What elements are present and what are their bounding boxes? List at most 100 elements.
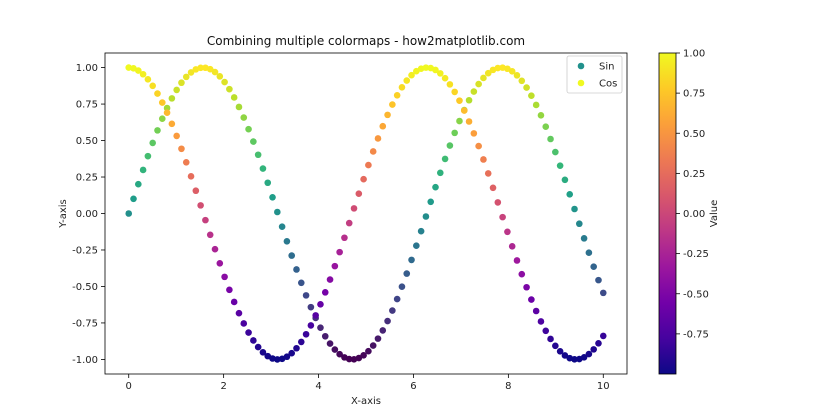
point-sin (566, 191, 574, 198)
point-sin (226, 85, 233, 93)
point-cos (317, 301, 324, 308)
colorbar-tick-label: 0.50 (683, 129, 705, 140)
point-cos (345, 219, 353, 227)
point-cos (446, 81, 454, 88)
point-sin (446, 142, 454, 149)
point-cos (274, 356, 281, 363)
point-sin (374, 335, 382, 342)
point-cos (240, 320, 248, 327)
point-cos (369, 148, 377, 155)
x-tick-label: 6 (410, 381, 416, 392)
point-sin (302, 292, 310, 299)
point-cos (331, 262, 339, 270)
point-cos (182, 158, 190, 166)
point-cos (484, 170, 492, 177)
point-cos (154, 90, 161, 97)
point-cos (173, 132, 180, 140)
point-sin (436, 169, 444, 177)
point-sin (571, 205, 578, 213)
point-cos (398, 83, 406, 91)
point-sin (379, 327, 387, 334)
point-cos (341, 234, 348, 242)
point-sin (537, 112, 545, 119)
point-sin (297, 279, 305, 287)
point-cos (528, 296, 535, 303)
point-cos (379, 122, 387, 130)
point-cos (571, 356, 578, 363)
point-sin (173, 86, 180, 94)
point-cos (504, 228, 511, 236)
point-sin (321, 332, 329, 340)
point-cos (192, 187, 200, 195)
point-sin (432, 183, 439, 191)
point-sin (528, 92, 535, 99)
point-cos (489, 184, 497, 192)
point-sin (345, 355, 353, 363)
legend-label-sin: Sin (599, 62, 614, 73)
point-cos (158, 99, 166, 106)
point-sin (149, 139, 156, 147)
point-cos (283, 353, 291, 361)
point-cos (254, 343, 262, 351)
colorbar-tick-label: -0.75 (683, 329, 709, 340)
point-sin (456, 117, 463, 125)
point-cos (163, 109, 171, 116)
point-cos (297, 338, 305, 346)
point-sin (389, 307, 396, 314)
point-sin (413, 242, 420, 250)
y-tick-label: 0.50 (76, 136, 98, 147)
x-tick-label: 4 (315, 381, 321, 392)
point-cos (585, 350, 593, 358)
point-sin (139, 166, 147, 174)
point-sin (278, 223, 286, 231)
point-sin (182, 73, 190, 81)
chart-title: Combining multiple colormaps - how2matpl… (207, 34, 525, 48)
point-sin (576, 220, 583, 228)
point-cos (216, 260, 224, 267)
point-sin (384, 317, 391, 325)
point-cos (144, 76, 152, 83)
colorbar-gradient (658, 52, 677, 375)
point-cos (321, 289, 329, 296)
point-cos (360, 175, 367, 183)
colorbar-tick-label: 0.25 (683, 169, 705, 180)
point-sin (470, 88, 478, 95)
point-sin (125, 210, 133, 217)
point-sin (508, 68, 516, 75)
point-sin (393, 295, 401, 303)
point-sin (274, 208, 281, 216)
colorbar: -0.75 -0.50 -0.25 0.00 0.25 0.50 0.75 1.00 (658, 49, 709, 375)
colorbar-tick-label: -0.50 (683, 289, 709, 300)
colorbar-tick-label: 0.00 (683, 209, 705, 220)
point-sin (369, 342, 377, 349)
point-sin (556, 162, 564, 169)
point-sin (441, 155, 449, 163)
point-cos (250, 337, 257, 344)
point-cos (336, 248, 343, 256)
point-sin (245, 125, 252, 133)
point-cos (197, 202, 204, 209)
point-sin (235, 103, 243, 111)
point-sin (547, 135, 554, 143)
y-axis-label: Y-axis (58, 199, 69, 229)
point-sin (475, 80, 482, 88)
point-sin (307, 303, 315, 311)
point-sin (355, 354, 363, 362)
y-tick-label: -1.00 (72, 355, 98, 366)
point-cos (307, 322, 315, 329)
point-sin (403, 270, 411, 277)
point-sin (197, 64, 204, 72)
point-cos (460, 107, 468, 114)
point-cos (235, 309, 243, 317)
point-sin (523, 84, 530, 91)
y-tick-label: -0.25 (72, 245, 98, 256)
point-cos (556, 348, 564, 355)
point-cos (432, 66, 439, 74)
point-sin (163, 104, 171, 112)
point-sin (187, 69, 195, 76)
point-sin (422, 213, 430, 220)
point-sin (585, 249, 593, 257)
legend: Sin Cos (566, 55, 623, 94)
point-cos (187, 173, 195, 180)
point-cos (393, 92, 401, 99)
